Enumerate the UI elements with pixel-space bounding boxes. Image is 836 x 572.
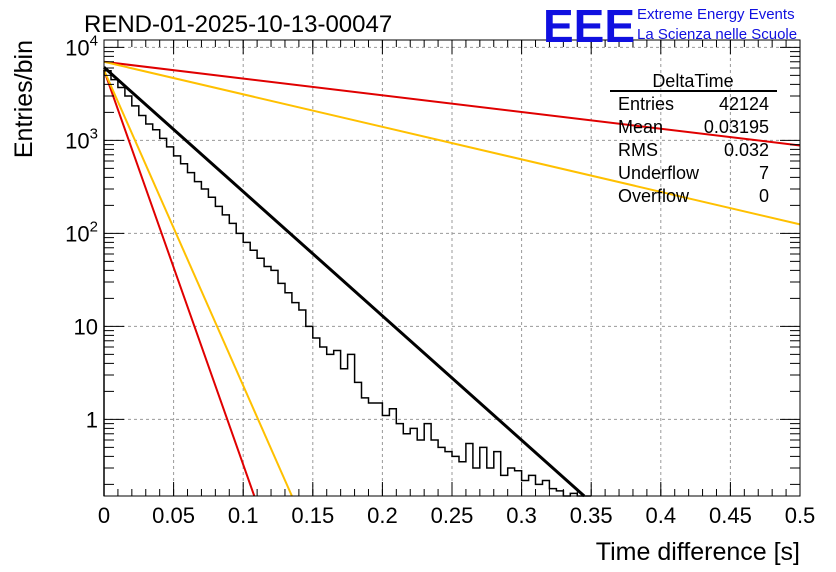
- x-tick-label: 0.05: [152, 503, 195, 528]
- series-fit: [103, 66, 586, 498]
- y-tick-exponent: 4: [90, 32, 98, 49]
- x-tick-label: 0.35: [570, 503, 613, 528]
- stats-row-label: Mean: [618, 117, 663, 137]
- chart-title: REND-01-2025-10-13-00047: [84, 11, 392, 38]
- grid-lines: [104, 40, 800, 496]
- x-tick-label: 0.2: [367, 503, 398, 528]
- eee-logo-line2: La Scienza nelle Scuole: [637, 26, 797, 43]
- series-orange-shallow: [103, 60, 801, 226]
- eee-logo: EEE Extreme Energy Events La Scienza nel…: [543, 0, 797, 52]
- stats-row-label: Overflow: [618, 186, 690, 206]
- stats-row-value: 0.032: [724, 140, 769, 160]
- stats-row-value: 0: [759, 186, 769, 206]
- series-red-shallow: [103, 60, 801, 147]
- y-tick-exponent: 2: [90, 218, 98, 235]
- y-tick-label: 10: [74, 314, 98, 339]
- stats-row-value: 7: [759, 163, 769, 183]
- x-tick-labels: 0 0.05 0.1 0.15 0.2 0.25 0.3 0.35 0.4 0.45 0.5: [98, 503, 815, 528]
- stats-row-label: RMS: [618, 140, 658, 160]
- histogram-outline: [103, 70, 592, 497]
- x-tick-label: 0.15: [291, 503, 334, 528]
- x-tick-label: 0.3: [506, 503, 537, 528]
- x-tick-label: 0: [98, 503, 110, 528]
- axis-ticks: [103, 40, 801, 496]
- y-tick-label: 103: [65, 125, 98, 153]
- eee-logo-mark: EEE: [543, 0, 635, 52]
- stats-row-label: Underflow: [618, 163, 700, 183]
- y-axis-title: Entries/bin: [10, 40, 38, 158]
- series-orange-steep: [103, 69, 293, 497]
- x-tick-label: 0.45: [709, 503, 752, 528]
- fit-curves: [103, 60, 801, 498]
- x-tick-label: 0.4: [646, 503, 677, 528]
- stats-row-value: 0.03195: [704, 117, 769, 137]
- stats-title: DeltaTime: [652, 71, 733, 91]
- stats-rows: Entries 42124 Mean 0.03195 RMS 0.032 Underflow…: [618, 94, 769, 206]
- x-axis-title: Time difference [s]: [596, 538, 800, 566]
- x-tick-label: 0.1: [228, 503, 259, 528]
- y-tick-label: 1: [86, 407, 98, 432]
- eee-logo-line1: Extreme Energy Events: [637, 6, 795, 23]
- y-tick-exponent: 3: [90, 125, 98, 142]
- stats-row-value: 42124: [719, 94, 769, 114]
- x-tick-label: 0.5: [785, 503, 816, 528]
- y-tick-label: 102: [65, 218, 98, 246]
- stats-box: DeltaTime Entries 42124 Mean 0.03195 RMS 0.03…: [610, 71, 777, 206]
- series-red-steep: [103, 69, 256, 497]
- x-tick-label: 0.25: [431, 503, 474, 528]
- stats-row-label: Entries: [618, 94, 674, 114]
